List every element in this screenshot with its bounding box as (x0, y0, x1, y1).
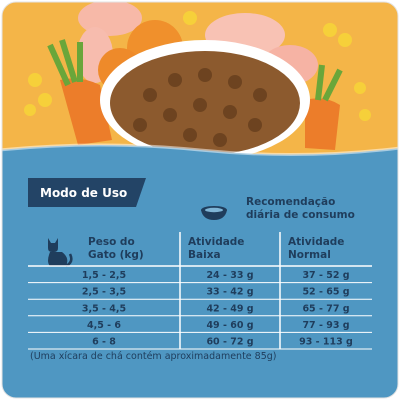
column-header: Baixa (188, 249, 221, 261)
table-cell: 42 - 49 g (206, 303, 253, 314)
column-header: Atividade (288, 236, 344, 248)
table-cell: 93 - 113 g (299, 337, 353, 348)
column-header: Atividade (188, 236, 244, 248)
table-cell: 33 - 42 g (206, 287, 253, 298)
table-cell: 4,5 - 6 (87, 320, 121, 331)
footnote: (Uma xícara de chá contém aproximadament… (30, 351, 276, 362)
table-cell: 37 - 52 g (302, 270, 349, 281)
table-cell: 52 - 65 g (302, 287, 349, 298)
section-banner (28, 178, 146, 207)
food-photo (24, 2, 371, 160)
recommendation-line: diária de consumo (246, 209, 355, 221)
table-cell: 77 - 93 g (302, 320, 349, 331)
recommendation-line: Recomendação (246, 196, 335, 208)
column-header: Normal (288, 249, 331, 261)
wave-edge (2, 143, 398, 157)
section-title: Modo de Uso (40, 186, 127, 200)
table-cell: 65 - 77 g (302, 303, 349, 314)
table-cell: 60 - 72 g (206, 337, 253, 348)
table-cell: 2,5 - 3,5 (82, 287, 126, 298)
column-header: Peso do (88, 236, 135, 248)
info-panel (2, 145, 398, 398)
table-cell: 3,5 - 4,5 (82, 303, 126, 314)
table-cell: 1,5 - 2,5 (82, 270, 126, 281)
column-header: Gato (kg) (88, 249, 144, 261)
table-cell: 49 - 60 g (206, 320, 253, 331)
table-cell: 6 - 8 (92, 337, 116, 348)
bowl-icon (201, 206, 227, 220)
table-cell: 24 - 33 g (206, 270, 253, 281)
